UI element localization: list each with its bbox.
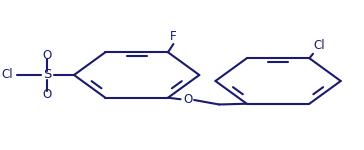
Text: F: F <box>170 30 177 42</box>
Text: Cl: Cl <box>314 39 325 52</box>
Text: O: O <box>183 93 192 106</box>
Text: O: O <box>43 88 52 101</box>
Text: Cl: Cl <box>1 69 13 81</box>
Text: S: S <box>43 69 51 81</box>
Text: O: O <box>43 49 52 62</box>
